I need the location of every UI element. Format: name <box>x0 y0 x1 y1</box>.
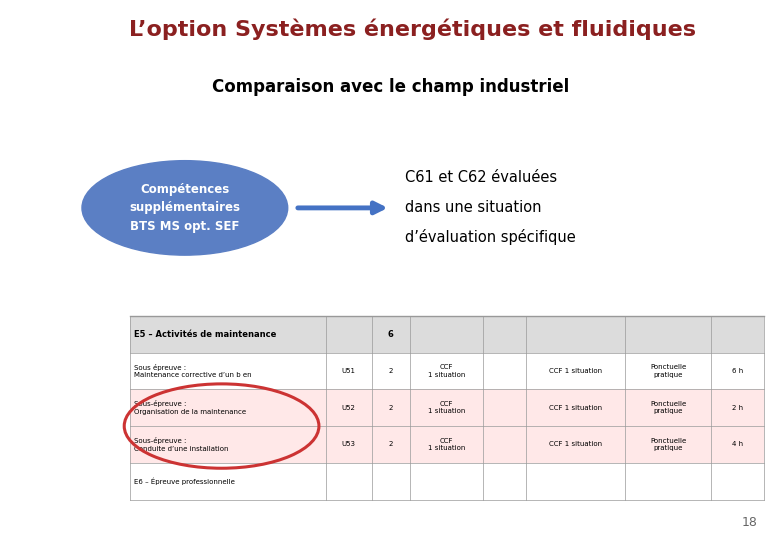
Text: 2: 2 <box>388 368 393 374</box>
Text: 6 h: 6 h <box>732 368 743 374</box>
Text: L’option Systèmes énergétiques et fluidiques: L’option Systèmes énergétiques et fluidi… <box>129 19 696 40</box>
Text: 6: 6 <box>388 330 394 339</box>
Ellipse shape <box>82 160 288 255</box>
Bar <box>129 353 764 389</box>
Bar <box>129 426 764 463</box>
Text: C61 et C62 évaluées: C61 et C62 évaluées <box>406 170 558 185</box>
Text: Sous épreuve :
Maintenance corrective d’un b en: Sous épreuve : Maintenance corrective d’… <box>134 364 252 378</box>
Text: 18: 18 <box>742 516 758 529</box>
Text: 2: 2 <box>388 404 393 411</box>
Text: U52: U52 <box>342 404 356 411</box>
Text: U51: U51 <box>342 368 356 374</box>
Text: CCF 1 situation: CCF 1 situation <box>549 441 602 448</box>
Text: dans une situation: dans une situation <box>406 200 542 215</box>
Text: d’évaluation spécifique: d’évaluation spécifique <box>406 230 576 246</box>
Bar <box>129 389 764 426</box>
Text: Ponctuelle
pratique: Ponctuelle pratique <box>650 437 686 451</box>
Text: Compétences
supplémentaires
BTS MS opt. SEF: Compétences supplémentaires BTS MS opt. … <box>129 183 240 233</box>
Bar <box>129 316 764 353</box>
Text: CCF
1 situation: CCF 1 situation <box>427 437 465 451</box>
Text: 2: 2 <box>388 441 393 448</box>
Text: Ponctuelle
pratique: Ponctuelle pratique <box>650 401 686 415</box>
Text: CCF 1 situation: CCF 1 situation <box>549 368 602 374</box>
Text: Ponctuelle
pratique: Ponctuelle pratique <box>650 364 686 378</box>
Text: E6 – Épreuve professionnelle: E6 – Épreuve professionnelle <box>134 477 235 485</box>
FancyArrowPatch shape <box>298 203 382 213</box>
Text: BTS MAINTENANCE DES SYSTÈMES: BTS MAINTENANCE DES SYSTÈMES <box>18 172 27 390</box>
Text: CCF
1 situation: CCF 1 situation <box>427 401 465 415</box>
Text: CCF
1 situation: CCF 1 situation <box>427 364 465 378</box>
Text: Comparaison avec le champ industriel: Comparaison avec le champ industriel <box>212 78 569 96</box>
Text: E5 – Activités de maintenance: E5 – Activités de maintenance <box>134 330 277 339</box>
Text: U53: U53 <box>342 441 356 448</box>
Text: 4 h: 4 h <box>732 441 743 448</box>
Text: Sous-épreuve :
Conduite d’une installation: Sous-épreuve : Conduite d’une installati… <box>134 437 229 451</box>
Text: 2 h: 2 h <box>732 404 743 411</box>
Text: Sous-épreuve :
Organisation de la maintenance: Sous-épreuve : Organisation de la mainte… <box>134 401 246 415</box>
Text: CCF 1 situation: CCF 1 situation <box>549 404 602 411</box>
